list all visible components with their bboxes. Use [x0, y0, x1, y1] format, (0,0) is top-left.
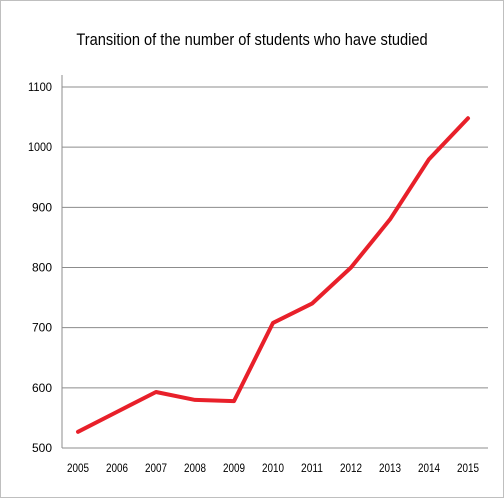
data-point [466, 116, 470, 120]
chart-title: Transition of the number of students who… [76, 30, 428, 49]
data-point [76, 430, 80, 434]
data-point [232, 399, 236, 403]
y-tick-label: 700 [32, 321, 52, 335]
data-point [310, 302, 314, 306]
data-point [271, 321, 275, 325]
data-point [427, 157, 431, 161]
data-point [388, 217, 392, 221]
y-tick-label: 500 [32, 441, 52, 455]
data-point [349, 266, 353, 269]
y-tick-label: 1000 [28, 140, 52, 154]
x-tick-label: 2011 [301, 461, 323, 475]
data-point [115, 410, 119, 414]
series-line-0 [76, 116, 470, 434]
x-tick-label: 2012 [340, 461, 362, 475]
x-tick-label: 2014 [418, 461, 440, 475]
data-point [154, 390, 158, 394]
x-tick-label: 2010 [262, 461, 284, 475]
y-tick-label: 600 [32, 381, 52, 395]
x-tick-label: 2013 [379, 461, 401, 475]
x-tick-label: 2009 [223, 461, 245, 475]
x-tick-label: 2005 [67, 461, 89, 475]
x-tick-label: 2006 [106, 461, 128, 475]
y-tick-label: 900 [32, 200, 52, 214]
data-point [193, 398, 197, 402]
x-tick-label: 2008 [184, 461, 206, 475]
y-tick-label: 1100 [28, 80, 52, 94]
y-tick-label: 800 [32, 261, 52, 275]
x-tick-label: 2007 [145, 461, 167, 475]
x-tick-label: 2015 [457, 461, 479, 475]
